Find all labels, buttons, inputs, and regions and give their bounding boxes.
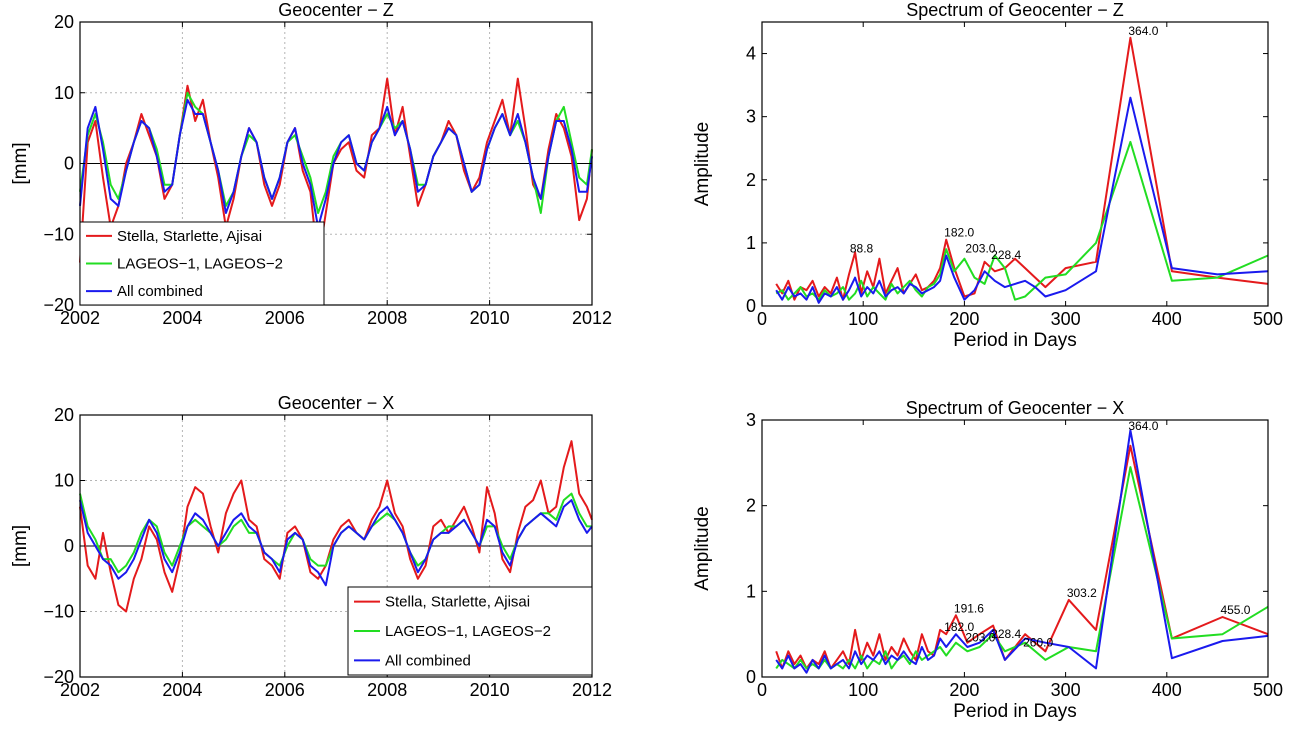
peak-annotation: 88.8 [850, 242, 874, 256]
chart-title: Geocenter − Z [278, 0, 394, 20]
x-tick-label: 2004 [162, 308, 202, 328]
x-tick-label: 2010 [470, 680, 510, 700]
y-tick-label: 10 [54, 83, 74, 103]
peak-annotation: 364.0 [1128, 24, 1158, 38]
y-tick-label: 3 [746, 107, 756, 127]
chart-geoz: 2002 2004 2006 2008 2010 2012 −20 −10 0 10 20 Geoce… [10, 0, 612, 328]
chart-geox: 2002 2004 2006 2008 2010 2012 −20 −10 0 10 20 Geoce… [10, 393, 612, 700]
x-tick-label: 400 [1152, 680, 1182, 700]
y-tick-label: 2 [746, 496, 756, 516]
y-tick-label: −10 [43, 224, 74, 244]
x-tick-label: 300 [1051, 309, 1081, 329]
peak-annotation: 303.2 [1067, 586, 1097, 600]
x-tick-label: 2008 [367, 680, 407, 700]
series-line-1 [775, 140, 1269, 301]
y-tick-label: 3 [746, 410, 756, 430]
series-line-0 [79, 440, 593, 613]
plot-area [762, 22, 1268, 306]
x-tick-label: 100 [848, 680, 878, 700]
series-line-2 [775, 429, 1269, 674]
peak-annotation: 455.0 [1220, 603, 1250, 617]
y-tick-label: 1 [746, 233, 756, 253]
y-tick-label: 0 [746, 667, 756, 687]
y-tick-label: −20 [43, 667, 74, 687]
peak-annotation: 228.4 [991, 627, 1021, 641]
legend-label: Stella, Starlette, Ajisai [385, 594, 530, 611]
x-tick-label: 500 [1253, 680, 1283, 700]
series-line-2 [79, 98, 593, 229]
y-tick-label: 20 [54, 405, 74, 425]
y-axis-label: [mm] [10, 525, 31, 567]
x-tick-label: 2008 [367, 308, 407, 328]
x-tick-label: 2006 [265, 680, 305, 700]
y-tick-label: 20 [54, 12, 74, 32]
y-axis-label: Amplitude [692, 122, 713, 207]
axes-frame [761, 21, 1269, 307]
legend-label: All combined [117, 283, 203, 300]
series-line-2 [79, 499, 593, 587]
x-tick-label: 2002 [60, 680, 100, 700]
y-tick-label: 0 [64, 154, 74, 174]
chart-specx: 0 100 200 300 400 500 0 1 2 3 Spectrum of Geocente… [692, 398, 1283, 722]
y-tick-label: 1 [746, 581, 756, 601]
x-tick-label: 2006 [265, 308, 305, 328]
y-tick-label: 2 [746, 170, 756, 190]
peak-annotation: 260.0 [1023, 636, 1053, 650]
y-axis-label: [mm] [10, 142, 31, 184]
x-tick-label: 200 [949, 309, 979, 329]
y-tick-label: 0 [746, 296, 756, 316]
legend-label: LAGEOS−1, LAGEOS−2 [385, 623, 551, 640]
y-axis-label: Amplitude [692, 506, 713, 591]
series-line-2 [775, 96, 1269, 304]
peak-annotation: 228.4 [991, 248, 1021, 262]
x-tick-label: 2012 [572, 308, 612, 328]
x-tick-label: 100 [848, 309, 878, 329]
y-tick-label: −20 [43, 295, 74, 315]
series-line-0 [775, 444, 1269, 670]
x-tick-label: 400 [1152, 309, 1182, 329]
x-axis-label: Period in Days [953, 330, 1077, 351]
legend-label: All combined [385, 652, 471, 669]
legend-box [79, 221, 325, 306]
peak-annotation: 182.0 [944, 620, 974, 634]
x-tick-label: 300 [1051, 680, 1081, 700]
peak-annotation: 203.0 [965, 242, 995, 256]
legend-label: LAGEOS−1, LAGEOS−2 [117, 256, 283, 273]
y-tick-label: 4 [746, 44, 756, 64]
x-tick-label: 2012 [572, 680, 612, 700]
legend-label: Stella, Starlette, Ajisai [117, 228, 262, 245]
x-tick-label: 0 [757, 309, 767, 329]
chart-specz: 0 100 200 300 400 500 0 1 2 3 4 Spectrum of Geocent… [692, 0, 1283, 351]
x-tick-label: 200 [949, 680, 979, 700]
chart-title: Spectrum of Geocenter − Z [906, 0, 1124, 20]
chart-title: Geocenter − X [278, 393, 395, 413]
y-tick-label: −10 [43, 602, 74, 622]
x-tick-label: 2002 [60, 308, 100, 328]
peak-annotation: 203.0 [965, 630, 995, 644]
x-tick-label: 500 [1253, 309, 1283, 329]
y-tick-label: 10 [54, 471, 74, 491]
peak-annotation: 182.0 [944, 226, 974, 240]
x-tick-label: 0 [757, 680, 767, 700]
legend-box [347, 586, 593, 676]
chart-title: Spectrum of Geocenter − X [906, 398, 1125, 418]
x-tick-label: 2010 [470, 308, 510, 328]
x-tick-label: 2004 [162, 680, 202, 700]
y-tick-label: 0 [64, 536, 74, 556]
peak-annotation: 364.0 [1128, 419, 1158, 433]
peak-annotation: 191.6 [954, 601, 984, 615]
x-axis-label: Period in Days [953, 701, 1077, 722]
axes-frame [761, 419, 1269, 678]
